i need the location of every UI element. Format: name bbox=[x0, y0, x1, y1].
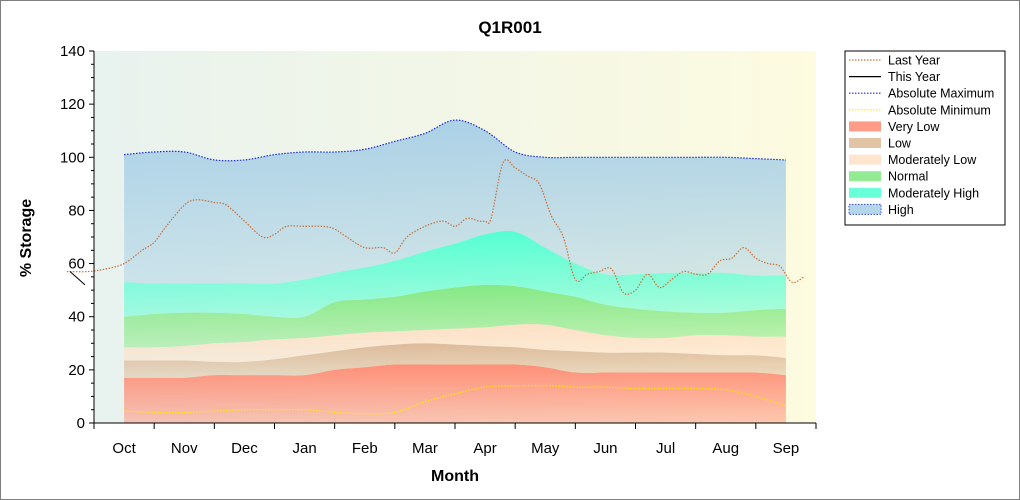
band-low bbox=[124, 343, 786, 379]
band-moderately-low bbox=[124, 324, 786, 363]
x-axis-title: Month bbox=[431, 468, 479, 485]
legend-swatch-high bbox=[848, 203, 882, 215]
legend-label-moderately-high: Moderately High bbox=[888, 186, 979, 200]
legend-label-last-year: Last Year bbox=[888, 54, 940, 68]
legend-swatch-moderately-low bbox=[849, 154, 881, 165]
band-high bbox=[124, 120, 786, 284]
x-tick-label: Jun bbox=[593, 440, 617, 457]
y-tick-label: 80 bbox=[68, 202, 85, 219]
series-this-year bbox=[69, 271, 86, 286]
series-last-year bbox=[66, 158, 805, 295]
y-tick-label: 140 bbox=[60, 43, 85, 60]
chart-title: Q1R001 bbox=[478, 18, 541, 37]
axes-layer: 0 20 40 60 80 100 120 140 Oct Nov Dec Jan Feb Mar Apr M… bbox=[60, 43, 817, 457]
y-tick-label: 120 bbox=[60, 96, 85, 113]
y-axis-title: % Storage bbox=[18, 199, 35, 277]
legend-swatch-low bbox=[849, 138, 881, 148]
series-layer bbox=[66, 119, 805, 415]
band-moderately-high bbox=[124, 230, 786, 318]
legend-label-absolute-minimum: Absolute Minimum bbox=[888, 103, 991, 117]
x-tick-label: Feb bbox=[352, 440, 378, 457]
legend: Last Year This Year Absolute Maximum Absolu… bbox=[844, 50, 1006, 226]
legend-label-low: Low bbox=[888, 137, 912, 151]
x-tick-label: Aug bbox=[712, 440, 739, 457]
y-tick-label: 100 bbox=[60, 149, 85, 166]
y-tick-label: 0 bbox=[77, 415, 85, 432]
legend-swatch-very-low bbox=[849, 121, 881, 132]
x-tick-label: May bbox=[531, 440, 560, 457]
x-tick-label: Jul bbox=[656, 440, 675, 457]
x-tick-label: Apr bbox=[473, 440, 496, 457]
legend-label-very-low: Very Low bbox=[888, 120, 940, 134]
y-tick-label: 20 bbox=[68, 362, 85, 379]
y-tick-label: 40 bbox=[68, 309, 85, 326]
x-tick-label: Dec bbox=[231, 440, 258, 457]
legend-label-absolute-maximum: Absolute Maximum bbox=[888, 87, 994, 101]
legend-label-moderately-low: Moderately Low bbox=[888, 153, 977, 167]
y-tick-label: 60 bbox=[68, 256, 85, 273]
x-tick-label: Nov bbox=[171, 440, 198, 457]
legend-label-this-year: This Year bbox=[888, 70, 940, 84]
series-absolute-minimum bbox=[124, 385, 787, 415]
legend-label-high: High bbox=[888, 203, 914, 217]
legend-swatch-moderately-high bbox=[849, 187, 881, 198]
legend-swatch-normal bbox=[849, 171, 881, 182]
band-normal bbox=[124, 284, 786, 348]
x-tick-label: Oct bbox=[112, 440, 136, 457]
legend-label-normal: Normal bbox=[888, 170, 928, 184]
x-tick-label: Jan bbox=[292, 440, 316, 457]
x-tick-label: Mar bbox=[412, 440, 438, 457]
x-tick-label: Sep bbox=[773, 440, 800, 457]
